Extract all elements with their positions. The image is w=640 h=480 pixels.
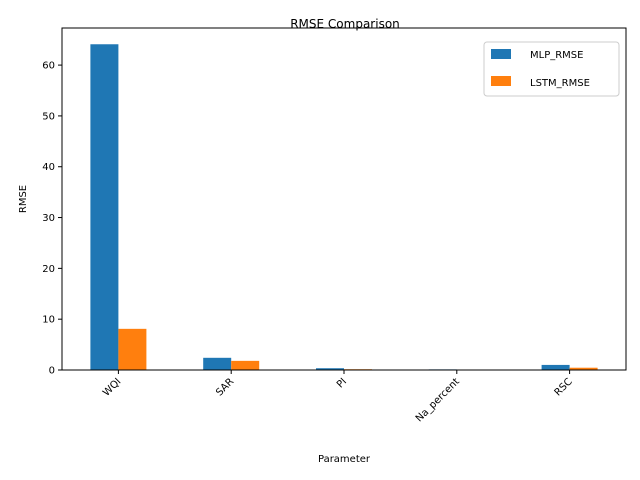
x-tick-label: RSC bbox=[553, 376, 575, 398]
y-axis-label: RMSE bbox=[18, 185, 29, 213]
x-tick-label: PI bbox=[335, 376, 349, 390]
bar-lstm-rmse-wqi bbox=[118, 328, 147, 370]
legend-swatch-mlp bbox=[491, 49, 511, 59]
y-tick-label: 10 bbox=[42, 315, 55, 326]
legend: MLP_RMSE LSTM_RMSE bbox=[483, 41, 620, 97]
bar-mlp-rmse-wqi bbox=[90, 44, 119, 371]
x-tick-label: Na_percent bbox=[414, 376, 462, 424]
y-tick-label: 0 bbox=[49, 366, 55, 377]
bar-lstm-rmse-rsc bbox=[569, 367, 598, 370]
bar-lstm-rmse-sar bbox=[231, 360, 260, 370]
y-tick-label: 20 bbox=[42, 264, 55, 275]
legend-box bbox=[483, 41, 620, 97]
x-tick-label: SAR bbox=[214, 376, 236, 398]
legend-label-lstm: LSTM_RMSE bbox=[530, 78, 590, 89]
bar-mlp-rmse-pi bbox=[316, 368, 344, 370]
y-tick-label: 30 bbox=[42, 213, 55, 224]
x-axis-label: Parameter bbox=[318, 454, 371, 465]
x-axis: WQI SAR PI Na_percent RSC bbox=[101, 370, 575, 424]
legend-swatch-lstm bbox=[491, 76, 511, 86]
x-tick-label: WQI bbox=[101, 376, 123, 398]
y-tick-label: 60 bbox=[42, 61, 55, 72]
chart-title: RMSE Comparison bbox=[290, 17, 400, 31]
y-tick-label: 40 bbox=[42, 162, 55, 173]
y-tick-label: 50 bbox=[42, 111, 55, 122]
legend-label-mlp: MLP_RMSE bbox=[530, 50, 583, 61]
y-axis: 0 10 20 30 40 50 60 bbox=[42, 61, 62, 377]
bar-mlp-rmse-sar bbox=[203, 357, 232, 370]
bar-mlp-rmse-rsc bbox=[541, 364, 570, 370]
